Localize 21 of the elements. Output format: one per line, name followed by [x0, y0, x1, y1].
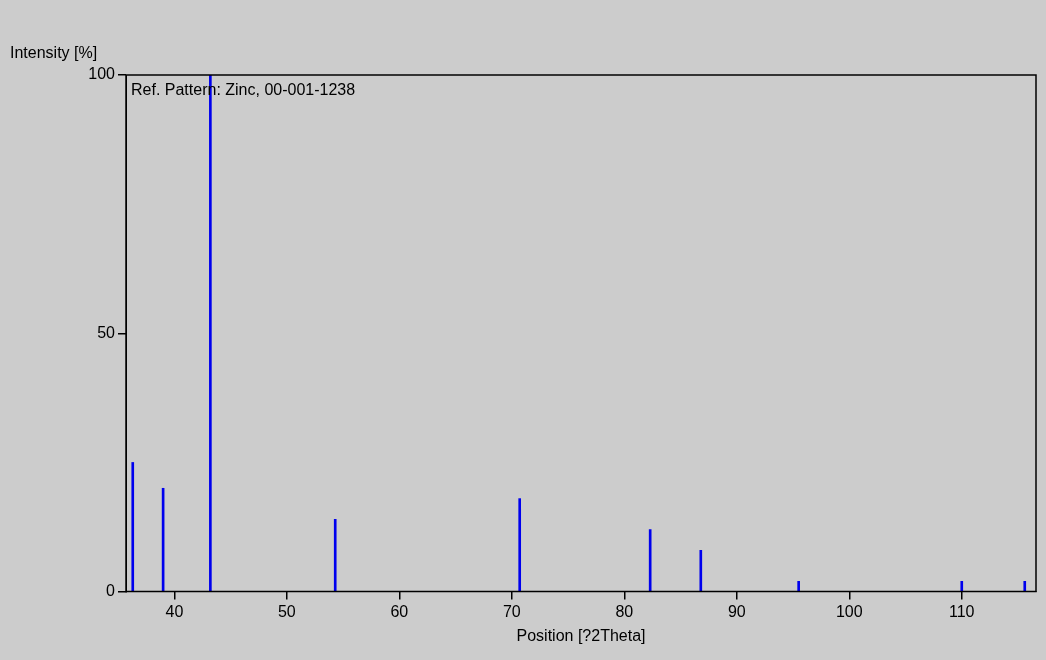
x-axis-title: Position [?2Theta]	[516, 626, 646, 644]
x-tick-label: 110	[949, 602, 975, 620]
x-tick-label: 60	[390, 602, 409, 620]
x-tick-label: 70	[502, 602, 521, 620]
bar	[648, 529, 652, 592]
bar	[131, 462, 135, 592]
x-tick-label: 90	[727, 602, 746, 620]
y-tick-label: 0	[106, 582, 116, 600]
bar	[960, 580, 964, 592]
bar	[699, 549, 703, 592]
bar	[1023, 580, 1027, 592]
x-tick-label: 80	[615, 602, 634, 620]
y-axis-title: Intensity [%]	[10, 44, 98, 62]
y-tick-label: 100	[88, 65, 116, 83]
x-tick-label: 50	[277, 602, 296, 620]
bar	[518, 498, 522, 592]
y-tick-label: 50	[97, 323, 116, 341]
bar	[333, 518, 337, 592]
x-tick-label: 100	[835, 602, 863, 620]
bar	[797, 580, 800, 592]
x-tick-label: 40	[165, 602, 184, 620]
